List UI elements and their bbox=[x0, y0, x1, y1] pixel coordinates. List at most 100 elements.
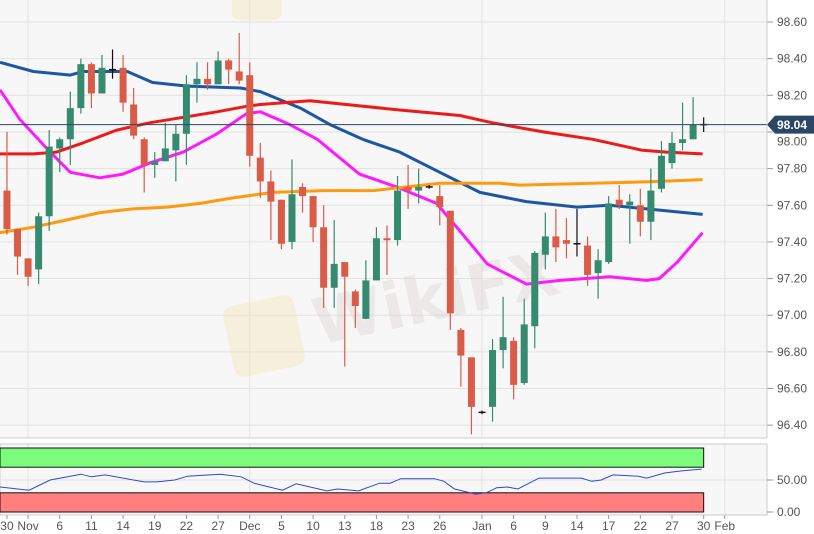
candle-body bbox=[394, 190, 402, 241]
candle-body bbox=[193, 78, 201, 85]
x-axis-label: 30 bbox=[697, 519, 711, 533]
candle-body bbox=[341, 262, 349, 277]
candle-body bbox=[457, 329, 465, 356]
candle-body bbox=[383, 238, 391, 241]
candle bbox=[615, 185, 623, 209]
candle bbox=[204, 62, 212, 90]
candle-body bbox=[204, 78, 212, 85]
x-axis-label: 30 bbox=[0, 519, 14, 533]
candle bbox=[594, 249, 602, 299]
candle bbox=[225, 58, 233, 85]
candle-body bbox=[151, 161, 159, 165]
price-axis-label: 98.60 bbox=[777, 15, 807, 29]
candle-body bbox=[277, 199, 285, 244]
candle bbox=[552, 208, 560, 263]
x-axis-label: 5 bbox=[278, 519, 285, 533]
candle bbox=[130, 87, 138, 140]
x-axis-label: 19 bbox=[148, 519, 162, 533]
candle-body bbox=[520, 324, 528, 384]
x-axis-label: 14 bbox=[570, 519, 584, 533]
candle-body bbox=[235, 71, 243, 81]
price-axis-label: 98.40 bbox=[777, 52, 807, 66]
candle-body bbox=[446, 210, 454, 314]
overbought-band bbox=[0, 447, 705, 468]
x-axis-label: Nov bbox=[17, 519, 38, 533]
candle bbox=[151, 152, 159, 178]
candle bbox=[341, 262, 349, 367]
candle bbox=[584, 236, 592, 286]
candle bbox=[383, 225, 391, 275]
x-axis-label: 11 bbox=[85, 519, 98, 533]
candle-body bbox=[689, 124, 697, 140]
candle bbox=[510, 337, 518, 400]
candle-body bbox=[214, 60, 222, 85]
candle-body bbox=[615, 199, 623, 206]
oscillator-line bbox=[0, 468, 702, 495]
candle-body bbox=[309, 196, 317, 228]
price-axis-label: 96.40 bbox=[777, 418, 807, 432]
candle bbox=[77, 58, 85, 114]
x-axis-label: 22 bbox=[634, 519, 648, 533]
candle-body bbox=[499, 337, 507, 351]
candle-body bbox=[562, 240, 570, 244]
watermark-logo bbox=[223, 295, 305, 377]
x-axis-label: 6 bbox=[56, 519, 63, 533]
candle-body bbox=[362, 280, 370, 319]
candle bbox=[446, 210, 454, 330]
candle bbox=[562, 218, 570, 259]
candle-body bbox=[415, 186, 423, 191]
candle bbox=[98, 54, 106, 94]
x-axis-label: 22 bbox=[180, 519, 194, 533]
candle-body bbox=[404, 186, 412, 191]
x-axis-label: Jan bbox=[472, 519, 491, 533]
candle-body bbox=[626, 201, 634, 206]
x-axis-label: 6 bbox=[510, 519, 517, 533]
price-axis-label: 96.60 bbox=[777, 382, 807, 396]
candle-body bbox=[552, 236, 560, 248]
candle bbox=[436, 185, 444, 226]
candle bbox=[372, 227, 380, 281]
candle-body bbox=[288, 194, 296, 242]
moving-average-line bbox=[0, 99, 703, 156]
candle bbox=[182, 75, 190, 165]
candle bbox=[394, 175, 402, 246]
candle-body bbox=[636, 205, 644, 222]
x-axis-label: Feb bbox=[714, 519, 735, 533]
candle bbox=[267, 170, 275, 241]
candle-body bbox=[267, 181, 275, 202]
candle bbox=[66, 91, 74, 165]
candle bbox=[605, 196, 613, 264]
x-axis-label: 18 bbox=[370, 519, 384, 533]
candle bbox=[404, 164, 412, 209]
candle-body bbox=[541, 236, 549, 255]
candle bbox=[689, 97, 697, 140]
price-axis-label: 97.20 bbox=[777, 272, 807, 286]
candle-body bbox=[668, 142, 676, 164]
candle-body bbox=[299, 186, 307, 197]
candle-body bbox=[161, 148, 169, 162]
candle-body bbox=[436, 196, 444, 208]
candle-body bbox=[172, 133, 180, 151]
candle-body bbox=[351, 291, 359, 307]
x-axis-label: 27 bbox=[665, 519, 679, 533]
candle bbox=[415, 168, 423, 204]
oscillator-axis-label: 50.00 bbox=[777, 473, 807, 487]
price-axis-label: 98.00 bbox=[777, 135, 807, 149]
candle-body bbox=[98, 67, 106, 94]
candle-body bbox=[225, 60, 233, 70]
x-axis-label: 27 bbox=[211, 519, 225, 533]
candle bbox=[235, 32, 243, 85]
x-axis-label: 26 bbox=[433, 519, 447, 533]
watermark-logo bbox=[232, 0, 282, 20]
candle bbox=[647, 168, 655, 241]
candle-body bbox=[330, 263, 338, 288]
candle bbox=[351, 289, 359, 329]
candle bbox=[56, 137, 64, 173]
candle bbox=[214, 51, 222, 85]
candle-body bbox=[594, 260, 602, 274]
candle-body bbox=[679, 139, 687, 143]
candle bbox=[288, 159, 296, 250]
last-price-label: 98.04 bbox=[777, 118, 807, 132]
price-axis-label: 97.00 bbox=[777, 308, 807, 322]
candle bbox=[330, 219, 338, 308]
